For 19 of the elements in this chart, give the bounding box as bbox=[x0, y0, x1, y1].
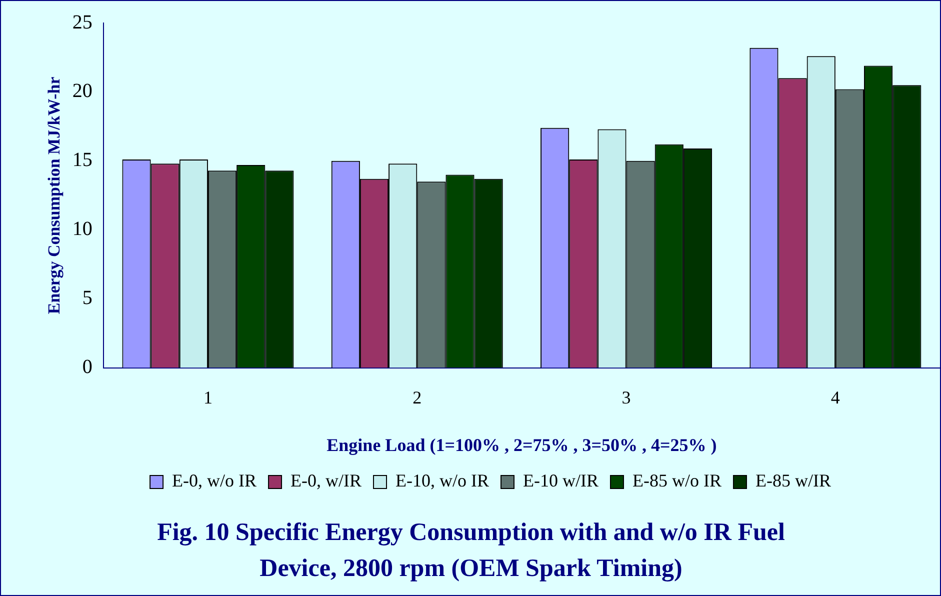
y-tick-label: 5 bbox=[82, 287, 92, 310]
y-axis-title: Energy Consumption MJ/kW-hr bbox=[44, 76, 64, 314]
y-tick-label: 15 bbox=[72, 149, 92, 172]
text: Fig. 10 Specific Energy Consumption with and w/o IR Fuel Device, 2800 rpm (OEM Spark Timing) bbox=[156, 518, 786, 584]
x-tick-label: 3 bbox=[622, 387, 631, 408]
x-tick-label: 2 bbox=[412, 387, 422, 408]
x-tick-label: 1 bbox=[203, 387, 212, 408]
legend-label: E-10, w/o IR bbox=[396, 470, 490, 491]
x-tick-label: 4 bbox=[830, 387, 840, 408]
y-tick-label: 20 bbox=[72, 80, 92, 102]
legend-label: E-85 w/o IR bbox=[632, 470, 722, 491]
legend-label: E-0, w/o IR bbox=[172, 470, 257, 491]
legend-label: E-0, w/IR bbox=[290, 470, 362, 491]
y-tick-label: 10 bbox=[72, 218, 92, 240]
legend-label: E-10 w/IR bbox=[523, 470, 598, 491]
x-axis-title: Engine Load (1=100% , 2=75% , 3=50% , 4=25% ) bbox=[326, 434, 717, 455]
y-tick-label: 25 bbox=[72, 11, 92, 34]
legend-label: E-85 w/IR bbox=[755, 470, 831, 491]
y-tick-label: 0 bbox=[82, 356, 92, 378]
